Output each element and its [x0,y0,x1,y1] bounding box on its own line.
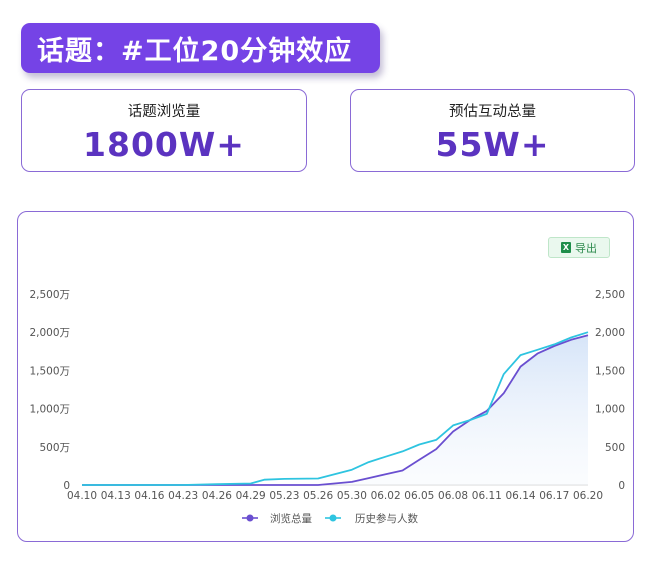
x-tick-label: 06.05 [404,490,434,502]
x-tick-label: 06.20 [573,490,603,502]
y-left-tick-label: 0 [63,480,70,492]
views-stat-value: 1800W+ [83,125,245,164]
y-right-tick-label: 1,500 [595,365,625,377]
x-tick-label: 05.30 [337,490,367,502]
y-right-tick-label: 2,500 [595,289,625,301]
excel-icon: X [561,242,571,253]
x-tick-label: 06.14 [506,490,536,502]
page-title: 话题：#工位20分钟效应 [37,35,353,67]
legend-label: 历史参与人数 [355,512,418,525]
series-line-1 [82,331,589,486]
x-tick-label: 04.16 [134,490,164,502]
legend-label: 浏览总量 [270,512,312,525]
x-tick-label: 04.23 [168,490,198,502]
x-tick-label: 04.26 [202,490,232,502]
y-left-tick-label: 2,000万 [29,327,70,339]
x-tick-label: 04.10 [67,490,97,502]
x-tick-label: 06.11 [472,490,502,502]
x-tick-label: 04.13 [101,490,131,502]
x-tick-label: 05.26 [303,490,333,502]
y-left-tick-label: 2,500万 [29,289,70,301]
interactions-stat-label: 预估互动总量 [449,104,536,120]
export-label: 导出 [575,241,597,255]
topic-title-banner: 话题：#工位20分钟效应 [21,23,380,73]
y-left-tick-label: 1,500万 [29,365,70,377]
interactions-stat-value: 55W+ [435,125,550,164]
y-right-tick-label: 1,000 [595,404,625,416]
views-stat-label: 话题浏览量 [127,104,201,120]
interactions-stat-card: 预估互动总量 55W+ [350,89,635,172]
x-tick-label: 06.08 [438,490,468,502]
y-right-tick-label: 500 [605,442,625,454]
x-tick-label: 06.02 [371,490,401,502]
x-tick-label: 06.17 [539,490,569,502]
y-left-tick-label: 500万 [39,442,70,454]
x-tick-label: 05.23 [269,490,299,502]
y-right-tick-label: 0 [618,480,625,492]
y-left-tick-label: 1,000万 [29,404,70,416]
y-right-tick-label: 2,000 [595,327,625,339]
legend-swatch-dot [329,514,337,522]
x-tick-label: 04.29 [236,490,266,502]
views-stat-card: 话题浏览量 1800W+ [21,89,307,172]
legend-swatch-dot [246,514,254,522]
export-button[interactable]: X 导出 [548,237,610,258]
series-area-0 [82,335,588,485]
